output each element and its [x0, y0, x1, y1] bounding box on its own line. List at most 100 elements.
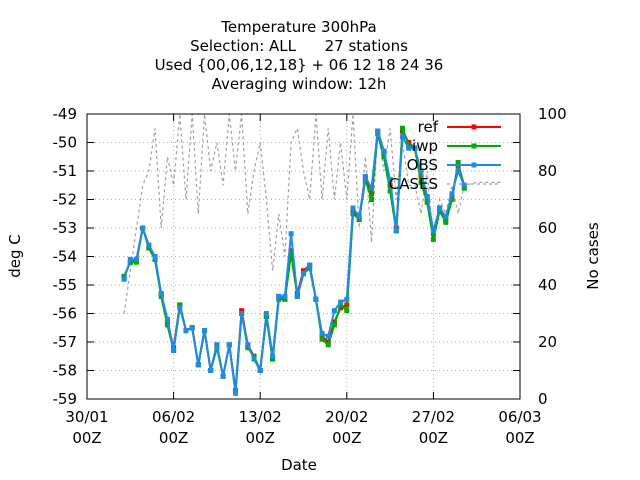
series-point-obs-14 [208, 368, 214, 373]
series-point-obs-55 [461, 182, 467, 188]
x-tick-label-hour-0: 00Z [72, 429, 101, 447]
series-point-iwp-38 [356, 216, 362, 222]
series-point-obs-4 [146, 242, 152, 248]
series-point-obs-10 [183, 328, 189, 334]
series-point-obs-48 [418, 168, 424, 174]
series-point-obs-16 [220, 373, 226, 379]
series-point-iwp-45 [399, 125, 405, 131]
x-tick-label-hour-2: 00Z [246, 429, 275, 447]
y-tick-label-7: -56 [53, 305, 78, 323]
series-point-iwp-43 [387, 188, 393, 194]
y-tick-label-3: -52 [53, 191, 78, 209]
y-tick-label-2: -51 [53, 162, 78, 180]
series-point-ref-29 [301, 268, 306, 274]
x-axis-label: Date [281, 456, 317, 474]
title-line-4: Averaging window: 12h [212, 75, 387, 93]
series-point-iwp-48 [418, 179, 424, 185]
series-point-obs-51 [437, 205, 443, 211]
legend-label-cases: CASES [389, 175, 438, 193]
series-point-obs-17 [226, 342, 232, 348]
series-point-ref-48 [418, 174, 424, 180]
x-tick-label-date-0: 30/01 [65, 408, 108, 426]
x-tick-label-date-4: 27/02 [412, 408, 455, 426]
series-point-obs-22 [257, 368, 263, 373]
series-point-iwp-33 [325, 342, 331, 348]
series-point-iwp-21 [251, 353, 257, 359]
series-point-iwp-36 [344, 308, 350, 314]
x-tick-label-date-2: 13/02 [239, 408, 282, 426]
series-point-iwp-53 [449, 197, 455, 202]
series-point-iwp-34 [331, 322, 337, 328]
series-point-obs-34 [331, 308, 337, 314]
series-point-iwp-42 [381, 154, 387, 160]
y-tick-label-4: -53 [53, 219, 78, 237]
x-tick-label-hour-5: 00Z [505, 429, 534, 447]
x-tick-label-date-5: 06/03 [498, 408, 541, 426]
y2-axis-label: No cases [584, 222, 602, 290]
series-point-obs-1 [127, 256, 133, 262]
series-point-iwp-26 [282, 296, 288, 302]
series-point-obs-11 [189, 325, 195, 331]
series-point-obs-27 [288, 231, 294, 237]
series-point-obs-5 [152, 254, 158, 259]
series-point-obs-28 [294, 293, 300, 299]
series-point-obs-35 [338, 299, 344, 305]
series-point-obs-50 [430, 228, 436, 234]
legend-marker-ref [471, 124, 477, 130]
series-point-obs-6 [158, 291, 164, 297]
series-point-iwp-20 [245, 345, 251, 351]
grid [86, 113, 521, 400]
y2-axis-ticks: 0 20 40 60 80 100 [516, 105, 567, 408]
y2-tick-label-1: 20 [538, 333, 557, 351]
series-point-obs-46 [406, 145, 412, 151]
series-point-obs-7 [164, 316, 170, 322]
series-point-obs-18 [232, 390, 238, 396]
y2-tick-label-5: 100 [538, 105, 567, 123]
series-point-iwp-55 [461, 185, 467, 191]
series-point-obs-53 [449, 191, 455, 197]
series-point-obs-9 [177, 305, 183, 311]
legend-marker-obs [471, 162, 477, 168]
cases-line [123, 113, 502, 314]
chart-title: Temperature 300hPa Selection: ALL 27 sta… [155, 18, 444, 93]
series-point-iwp-40 [369, 197, 375, 202]
series-line-cases [123, 113, 502, 314]
legend-marker-iwp [471, 143, 477, 149]
x-tick-label-date-1: 06/02 [152, 408, 195, 426]
title-line-2: Selection: ALL 27 stations [190, 37, 408, 55]
series-point-ref-27 [288, 248, 294, 254]
series-point-iwp-24 [270, 356, 276, 362]
series-point-obs-36 [344, 296, 350, 302]
series-point-obs-20 [245, 342, 251, 348]
series-point-obs-12 [195, 362, 201, 368]
series-point-obs-49 [424, 194, 430, 200]
series-point-obs-54 [455, 168, 461, 174]
x-tick-label-date-3: 20/02 [325, 408, 368, 426]
series-point-iwp-50 [430, 236, 436, 242]
y-tick-label-8: -57 [53, 333, 78, 351]
series-point-obs-40 [369, 185, 375, 191]
x-tick-label-hour-3: 00Z [332, 429, 361, 447]
series-point-obs-41 [375, 128, 381, 134]
title-line-3: Used {00,06,12,18} + 06 12 18 24 36 [155, 56, 444, 74]
y-tick-label-9: -58 [53, 362, 78, 380]
series-point-ref-19 [239, 308, 245, 314]
series-point-obs-2 [133, 256, 139, 262]
series-point-obs-8 [171, 348, 177, 354]
legend-label-obs: OBS [407, 156, 438, 174]
series-point-obs-39 [362, 174, 368, 180]
y2-tick-label-3: 60 [538, 219, 557, 237]
series-point-obs-45 [399, 134, 405, 140]
y-tick-label-10: -59 [53, 390, 78, 408]
series-point-iwp-9 [177, 302, 183, 308]
series-point-iwp-49 [424, 199, 430, 205]
legend-label-ref: ref [418, 118, 439, 136]
series-point-obs-15 [214, 342, 220, 348]
series-point-iwp-32 [319, 336, 325, 342]
x-axis-ticks: 30/01 00Z 06/02 00Z 13/02 00Z 20/02 00Z 27/02 00Z… [65, 114, 542, 447]
series-point-iwp-54 [455, 159, 461, 165]
series-lines [121, 125, 467, 396]
y2-tick-label-2: 40 [538, 276, 557, 294]
y-axis-label: deg C [6, 234, 24, 278]
y2-tick-label-0: 0 [538, 390, 548, 408]
